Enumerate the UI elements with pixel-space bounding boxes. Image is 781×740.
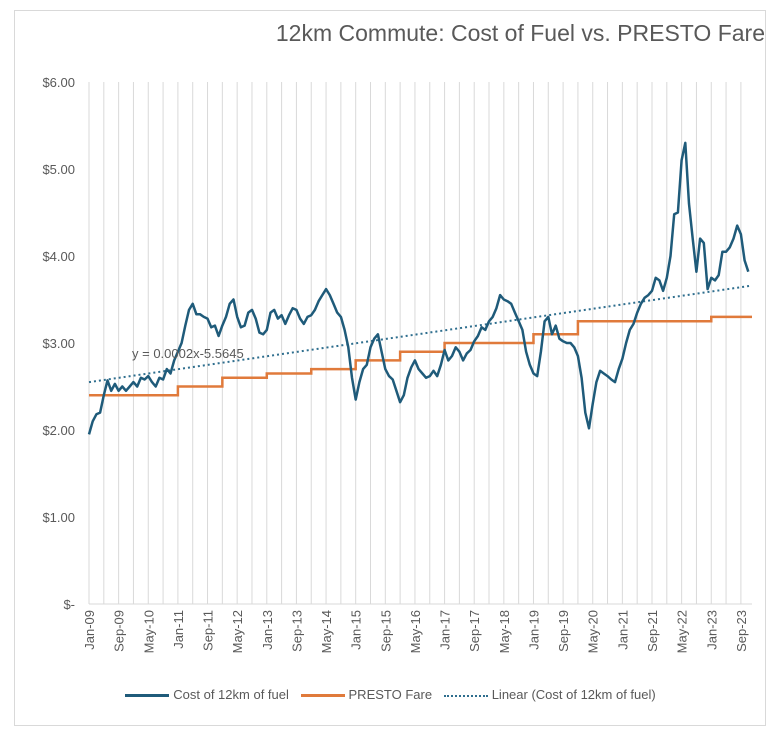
y-tick-label: $4.00 [42, 249, 75, 264]
x-tick-label: Jan-21 [615, 610, 630, 650]
x-tick-label: Jan-11 [171, 610, 186, 649]
x-tick-label: Sep-15 [378, 610, 393, 652]
y-tick-label: $5.00 [42, 162, 75, 177]
legend-item-fuel: Cost of 12km of fuel [125, 687, 289, 702]
x-tick-label: May-14 [319, 610, 334, 653]
x-tick-label: Sep-13 [289, 610, 304, 652]
x-tick-label: Sep-09 [112, 610, 127, 652]
legend: Cost of 12km of fuel PRESTO Fare Linear … [0, 686, 781, 702]
x-tick-label: Sep-19 [556, 610, 571, 652]
legend-label-fuel: Cost of 12km of fuel [173, 687, 289, 703]
x-tick-label: Jan-09 [82, 610, 97, 650]
y-axis-ticks: $- $1.00 $2.00 $3.00 $4.00 $5.00 $6.00 [42, 75, 75, 612]
chart-title: 12km Commute: Cost of Fuel vs. PRESTO Fa… [275, 20, 765, 46]
chart-frame [14, 10, 766, 726]
y-tick-label: $- [63, 597, 75, 612]
x-tick-label: Sep-21 [645, 610, 660, 652]
x-tick-label: Sep-17 [467, 610, 482, 652]
legend-swatch-presto [300, 694, 345, 698]
x-tick-label: May-18 [497, 610, 512, 653]
x-tick-label: Jan-17 [438, 610, 453, 650]
series-group [87, 141, 753, 435]
series-presto-fare [89, 315, 752, 397]
x-tick-label: May-10 [141, 610, 156, 653]
x-tick-label: May-12 [230, 610, 245, 653]
legend-label-linear: Linear (Cost of 12km of fuel) [491, 687, 656, 703]
x-tick-label: Jan-19 [526, 610, 541, 650]
series-linear-trend [88, 284, 753, 384]
y-tick-label: $3.00 [42, 336, 75, 351]
legend-swatch-fuel [125, 694, 170, 698]
x-tick-label: Jan-15 [349, 610, 364, 650]
legend-swatch-linear [443, 694, 488, 697]
gridlines [88, 82, 752, 605]
legend-label-presto: PRESTO Fare [348, 687, 433, 703]
x-tick-label: May-20 [586, 610, 601, 653]
legend-item-presto: PRESTO Fare [300, 687, 433, 703]
x-tick-label: Sep-23 [734, 610, 749, 652]
y-tick-label: $2.00 [42, 423, 75, 438]
x-tick-label: May-22 [675, 610, 690, 653]
x-tick-label: Jan-13 [260, 610, 275, 650]
y-tick-label: $6.00 [42, 75, 75, 90]
series-fuel-cost [87, 141, 750, 435]
x-axis-ticks: Jan-09 Sep-09 May-10 Jan-11 Sep-11 May-12 Jan-… [82, 610, 749, 653]
trendline-equation: y = 0.0002x-5.5645 [132, 346, 244, 361]
x-tick-label: May-16 [408, 610, 423, 653]
y-tick-label: $1.00 [42, 510, 75, 525]
x-tick-label: Jan-23 [704, 610, 719, 650]
legend-item-linear: Linear (Cost of 12km of fuel) [443, 687, 656, 703]
x-tick-label: Sep-11 [201, 610, 216, 651]
